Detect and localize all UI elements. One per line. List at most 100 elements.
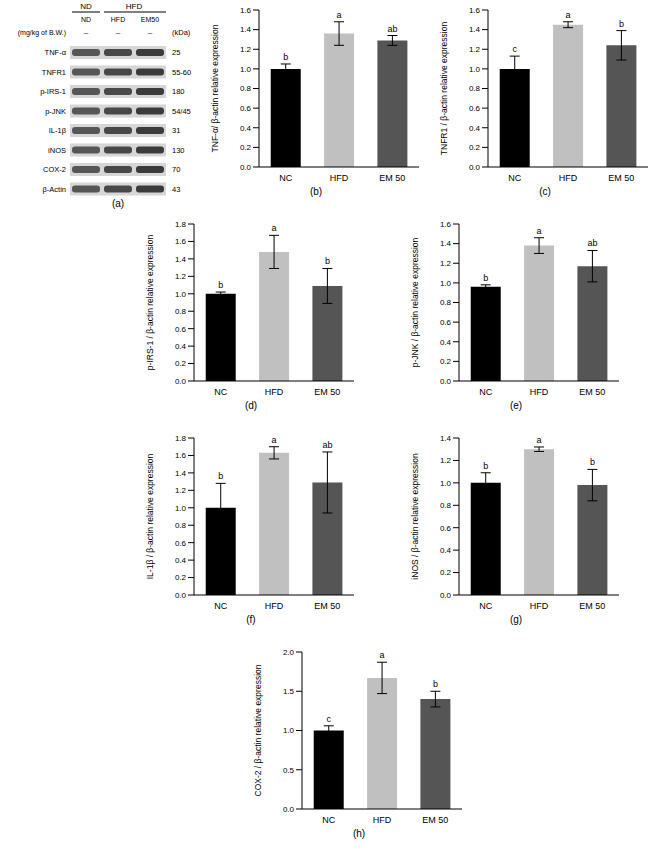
svg-text:70: 70 bbox=[172, 165, 180, 174]
svg-text:1.6: 1.6 bbox=[175, 451, 187, 460]
svg-text:1.6: 1.6 bbox=[240, 6, 252, 15]
svg-text:0.4: 0.4 bbox=[175, 556, 187, 565]
svg-text:1.2: 1.2 bbox=[175, 486, 187, 495]
svg-text:1.2: 1.2 bbox=[240, 45, 252, 54]
svg-text:0.6: 0.6 bbox=[175, 325, 187, 334]
svg-text:a: a bbox=[566, 10, 571, 20]
svg-text:1.6: 1.6 bbox=[440, 220, 452, 229]
svg-text:0.4: 0.4 bbox=[440, 338, 452, 347]
svg-text:–: – bbox=[116, 28, 121, 37]
svg-text:1.6: 1.6 bbox=[469, 6, 481, 15]
svg-text:1.4: 1.4 bbox=[440, 239, 452, 248]
svg-text:0.8: 0.8 bbox=[469, 84, 481, 93]
svg-text:iNOS / β-actin relative expres: iNOS / β-actin relative expression bbox=[410, 453, 420, 580]
svg-text:0.2: 0.2 bbox=[469, 143, 481, 152]
svg-text:p-IRS-1: p-IRS-1 bbox=[40, 87, 66, 96]
svg-text:a: a bbox=[537, 226, 542, 236]
svg-text:0.6: 0.6 bbox=[469, 104, 481, 113]
svg-text:1.2: 1.2 bbox=[440, 456, 452, 465]
svg-text:TNFR1 / β-actin relative expre: TNFR1 / β-actin relative expression bbox=[439, 22, 449, 156]
svg-text:0.6: 0.6 bbox=[175, 539, 187, 548]
svg-text:0.2: 0.2 bbox=[175, 359, 187, 368]
svg-text:–: – bbox=[84, 28, 89, 37]
svg-text:b: b bbox=[483, 273, 488, 283]
svg-text:–: – bbox=[148, 28, 153, 37]
svg-text:COX-2 / β-actin relative expre: COX-2 / β-actin relative expression bbox=[253, 664, 263, 796]
svg-text:0.2: 0.2 bbox=[440, 357, 452, 366]
svg-text:HFD: HFD bbox=[373, 815, 392, 825]
svg-text:β-Actin: β-Actin bbox=[43, 185, 67, 194]
svg-text:HFD: HFD bbox=[265, 387, 284, 397]
svg-text:a: a bbox=[272, 223, 277, 233]
svg-text:0.4: 0.4 bbox=[440, 546, 452, 555]
svg-text:0.0: 0.0 bbox=[175, 377, 187, 386]
svg-text:NC: NC bbox=[508, 173, 521, 183]
svg-text:0.0: 0.0 bbox=[469, 163, 481, 172]
svg-text:0.5: 0.5 bbox=[283, 766, 295, 775]
svg-text:1.0: 1.0 bbox=[440, 279, 452, 288]
svg-text:(kDa): (kDa) bbox=[172, 28, 191, 37]
svg-text:HFD: HFD bbox=[559, 173, 578, 183]
svg-text:EM50: EM50 bbox=[141, 16, 159, 23]
svg-text:1.5: 1.5 bbox=[283, 687, 295, 696]
svg-text:HFD: HFD bbox=[126, 2, 143, 11]
svg-text:31: 31 bbox=[172, 126, 180, 135]
svg-text:0.0: 0.0 bbox=[283, 805, 295, 814]
svg-text:a: a bbox=[537, 435, 542, 445]
svg-text:EM 50: EM 50 bbox=[608, 173, 634, 183]
svg-text:b: b bbox=[218, 471, 223, 481]
svg-text:NC: NC bbox=[214, 387, 227, 397]
svg-text:p-IRS-1 / β-actin relative exp: p-IRS-1 / β-actin relative expression bbox=[145, 235, 155, 371]
svg-text:p-JNK: p-JNK bbox=[45, 107, 66, 116]
svg-text:43: 43 bbox=[172, 185, 180, 194]
svg-text:1.0: 1.0 bbox=[175, 504, 187, 513]
svg-text:EM 50: EM 50 bbox=[579, 387, 605, 397]
svg-text:b: b bbox=[433, 679, 438, 689]
svg-text:0.8: 0.8 bbox=[240, 84, 252, 93]
svg-text:a: a bbox=[272, 435, 277, 445]
svg-text:iNOS: iNOS bbox=[48, 146, 66, 155]
svg-text:0.4: 0.4 bbox=[175, 342, 187, 351]
svg-text:1.4: 1.4 bbox=[175, 469, 187, 478]
svg-text:0.0: 0.0 bbox=[440, 591, 452, 600]
svg-text:EM 50: EM 50 bbox=[422, 815, 448, 825]
svg-text:ab: ab bbox=[387, 24, 397, 34]
svg-text:NC: NC bbox=[214, 601, 227, 611]
svg-text:1.2: 1.2 bbox=[469, 45, 481, 54]
svg-text:IL-1β: IL-1β bbox=[49, 126, 67, 135]
svg-text:NC: NC bbox=[479, 601, 492, 611]
svg-text:54/45: 54/45 bbox=[172, 107, 191, 116]
svg-text:b: b bbox=[619, 19, 624, 29]
svg-text:1.4: 1.4 bbox=[440, 434, 452, 443]
svg-text:1.4: 1.4 bbox=[469, 25, 481, 34]
svg-text:0.6: 0.6 bbox=[440, 524, 452, 533]
svg-text:b: b bbox=[283, 52, 288, 62]
svg-text:c: c bbox=[326, 714, 331, 724]
svg-text:a: a bbox=[337, 10, 342, 20]
svg-text:0.0: 0.0 bbox=[240, 163, 252, 172]
svg-text:0.6: 0.6 bbox=[240, 104, 252, 113]
svg-text:EM 50: EM 50 bbox=[579, 601, 605, 611]
svg-text:EM 50: EM 50 bbox=[379, 173, 405, 183]
svg-text:0.0: 0.0 bbox=[175, 591, 187, 600]
svg-text:0.4: 0.4 bbox=[469, 124, 481, 133]
svg-text:EM 50: EM 50 bbox=[314, 387, 340, 397]
svg-text:EM 50: EM 50 bbox=[314, 601, 340, 611]
svg-text:1.4: 1.4 bbox=[240, 25, 252, 34]
svg-text:NC: NC bbox=[279, 173, 292, 183]
svg-text:1.0: 1.0 bbox=[240, 65, 252, 74]
svg-text:b: b bbox=[325, 256, 330, 266]
svg-text:1.6: 1.6 bbox=[175, 237, 187, 246]
svg-text:TNF-α: TNF-α bbox=[45, 48, 67, 57]
svg-text:NC: NC bbox=[479, 387, 492, 397]
svg-text:0.6: 0.6 bbox=[440, 318, 452, 327]
svg-text:2.0: 2.0 bbox=[283, 648, 295, 657]
svg-text:1.2: 1.2 bbox=[175, 272, 187, 281]
svg-text:25: 25 bbox=[172, 48, 180, 57]
svg-text:(a): (a) bbox=[112, 198, 124, 209]
svg-text:ab: ab bbox=[322, 440, 332, 450]
svg-text:130: 130 bbox=[172, 146, 185, 155]
svg-text:1.0: 1.0 bbox=[469, 65, 481, 74]
svg-text:55-60: 55-60 bbox=[172, 68, 191, 77]
svg-text:0.2: 0.2 bbox=[240, 143, 252, 152]
